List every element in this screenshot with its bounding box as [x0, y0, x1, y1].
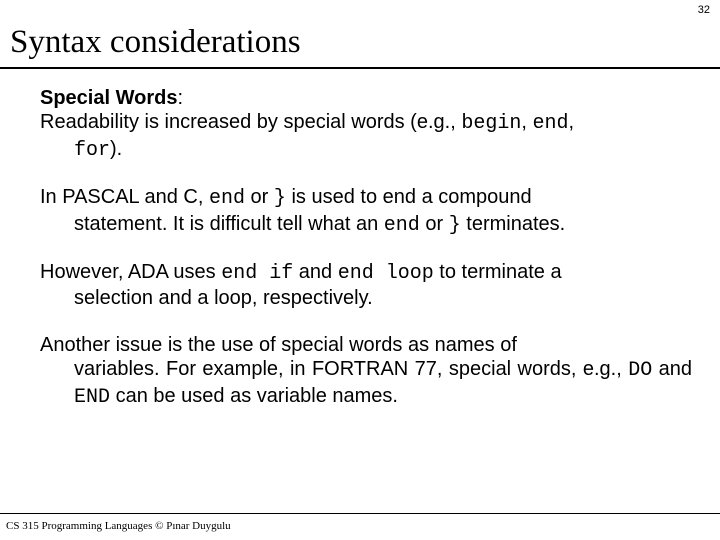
text: :	[177, 87, 183, 109]
keyword-end-loop: end loop	[338, 262, 434, 285]
page-number: 32	[698, 4, 710, 16]
keyword-end: end	[209, 187, 245, 210]
text: However, ADA uses	[40, 261, 221, 283]
text: or	[245, 186, 274, 208]
keyword-end: END	[74, 386, 110, 409]
text: statement. It is difficult tell what an	[74, 213, 384, 235]
keyword-brace: }	[274, 187, 286, 210]
text: Another issue is the use of special word…	[40, 333, 692, 357]
text: and	[652, 358, 692, 380]
title-underline	[0, 67, 720, 69]
text: to terminate a	[434, 261, 562, 283]
text: ,	[521, 111, 532, 133]
keyword-for: for	[74, 139, 110, 162]
text: can be used as variable names.	[110, 385, 398, 407]
paragraph-4: Another issue is the use of special word…	[40, 333, 692, 410]
footer-rule	[0, 513, 720, 514]
text: selection and a loop, respectively.	[40, 286, 692, 310]
keyword-end: end	[532, 112, 568, 135]
footer-text: CS 315 Programming Languages © Pınar Duy…	[6, 520, 231, 532]
text: ,	[568, 111, 574, 133]
body-text: Special Words: Readability is increased …	[40, 86, 692, 410]
paragraph-2: In PASCAL and C, end or } is used to end…	[40, 185, 692, 238]
text: terminates.	[461, 213, 565, 235]
paragraph-3: However, ADA uses end if and end loop to…	[40, 260, 692, 311]
keyword-end: end	[384, 214, 420, 237]
keyword-do: DO	[628, 359, 652, 382]
text: Readability is increased by special word…	[40, 111, 461, 133]
text: ).	[110, 138, 122, 160]
text: is used to end a compound	[286, 186, 532, 208]
text: In PASCAL and C,	[40, 186, 209, 208]
paragraph-1: Special Words: Readability is increased …	[40, 86, 692, 163]
text: variables. For example, in FORTRAN 77, s…	[74, 358, 628, 380]
keyword-brace: }	[449, 214, 461, 237]
slide-title: Syntax considerations	[10, 24, 301, 61]
special-words-heading: Special Words	[40, 87, 177, 109]
keyword-begin: begin	[461, 112, 521, 135]
text: or	[420, 213, 449, 235]
slide: 32 Syntax considerations Special Words: …	[0, 0, 720, 540]
keyword-end-if: end if	[221, 262, 293, 285]
text: and	[293, 261, 337, 283]
